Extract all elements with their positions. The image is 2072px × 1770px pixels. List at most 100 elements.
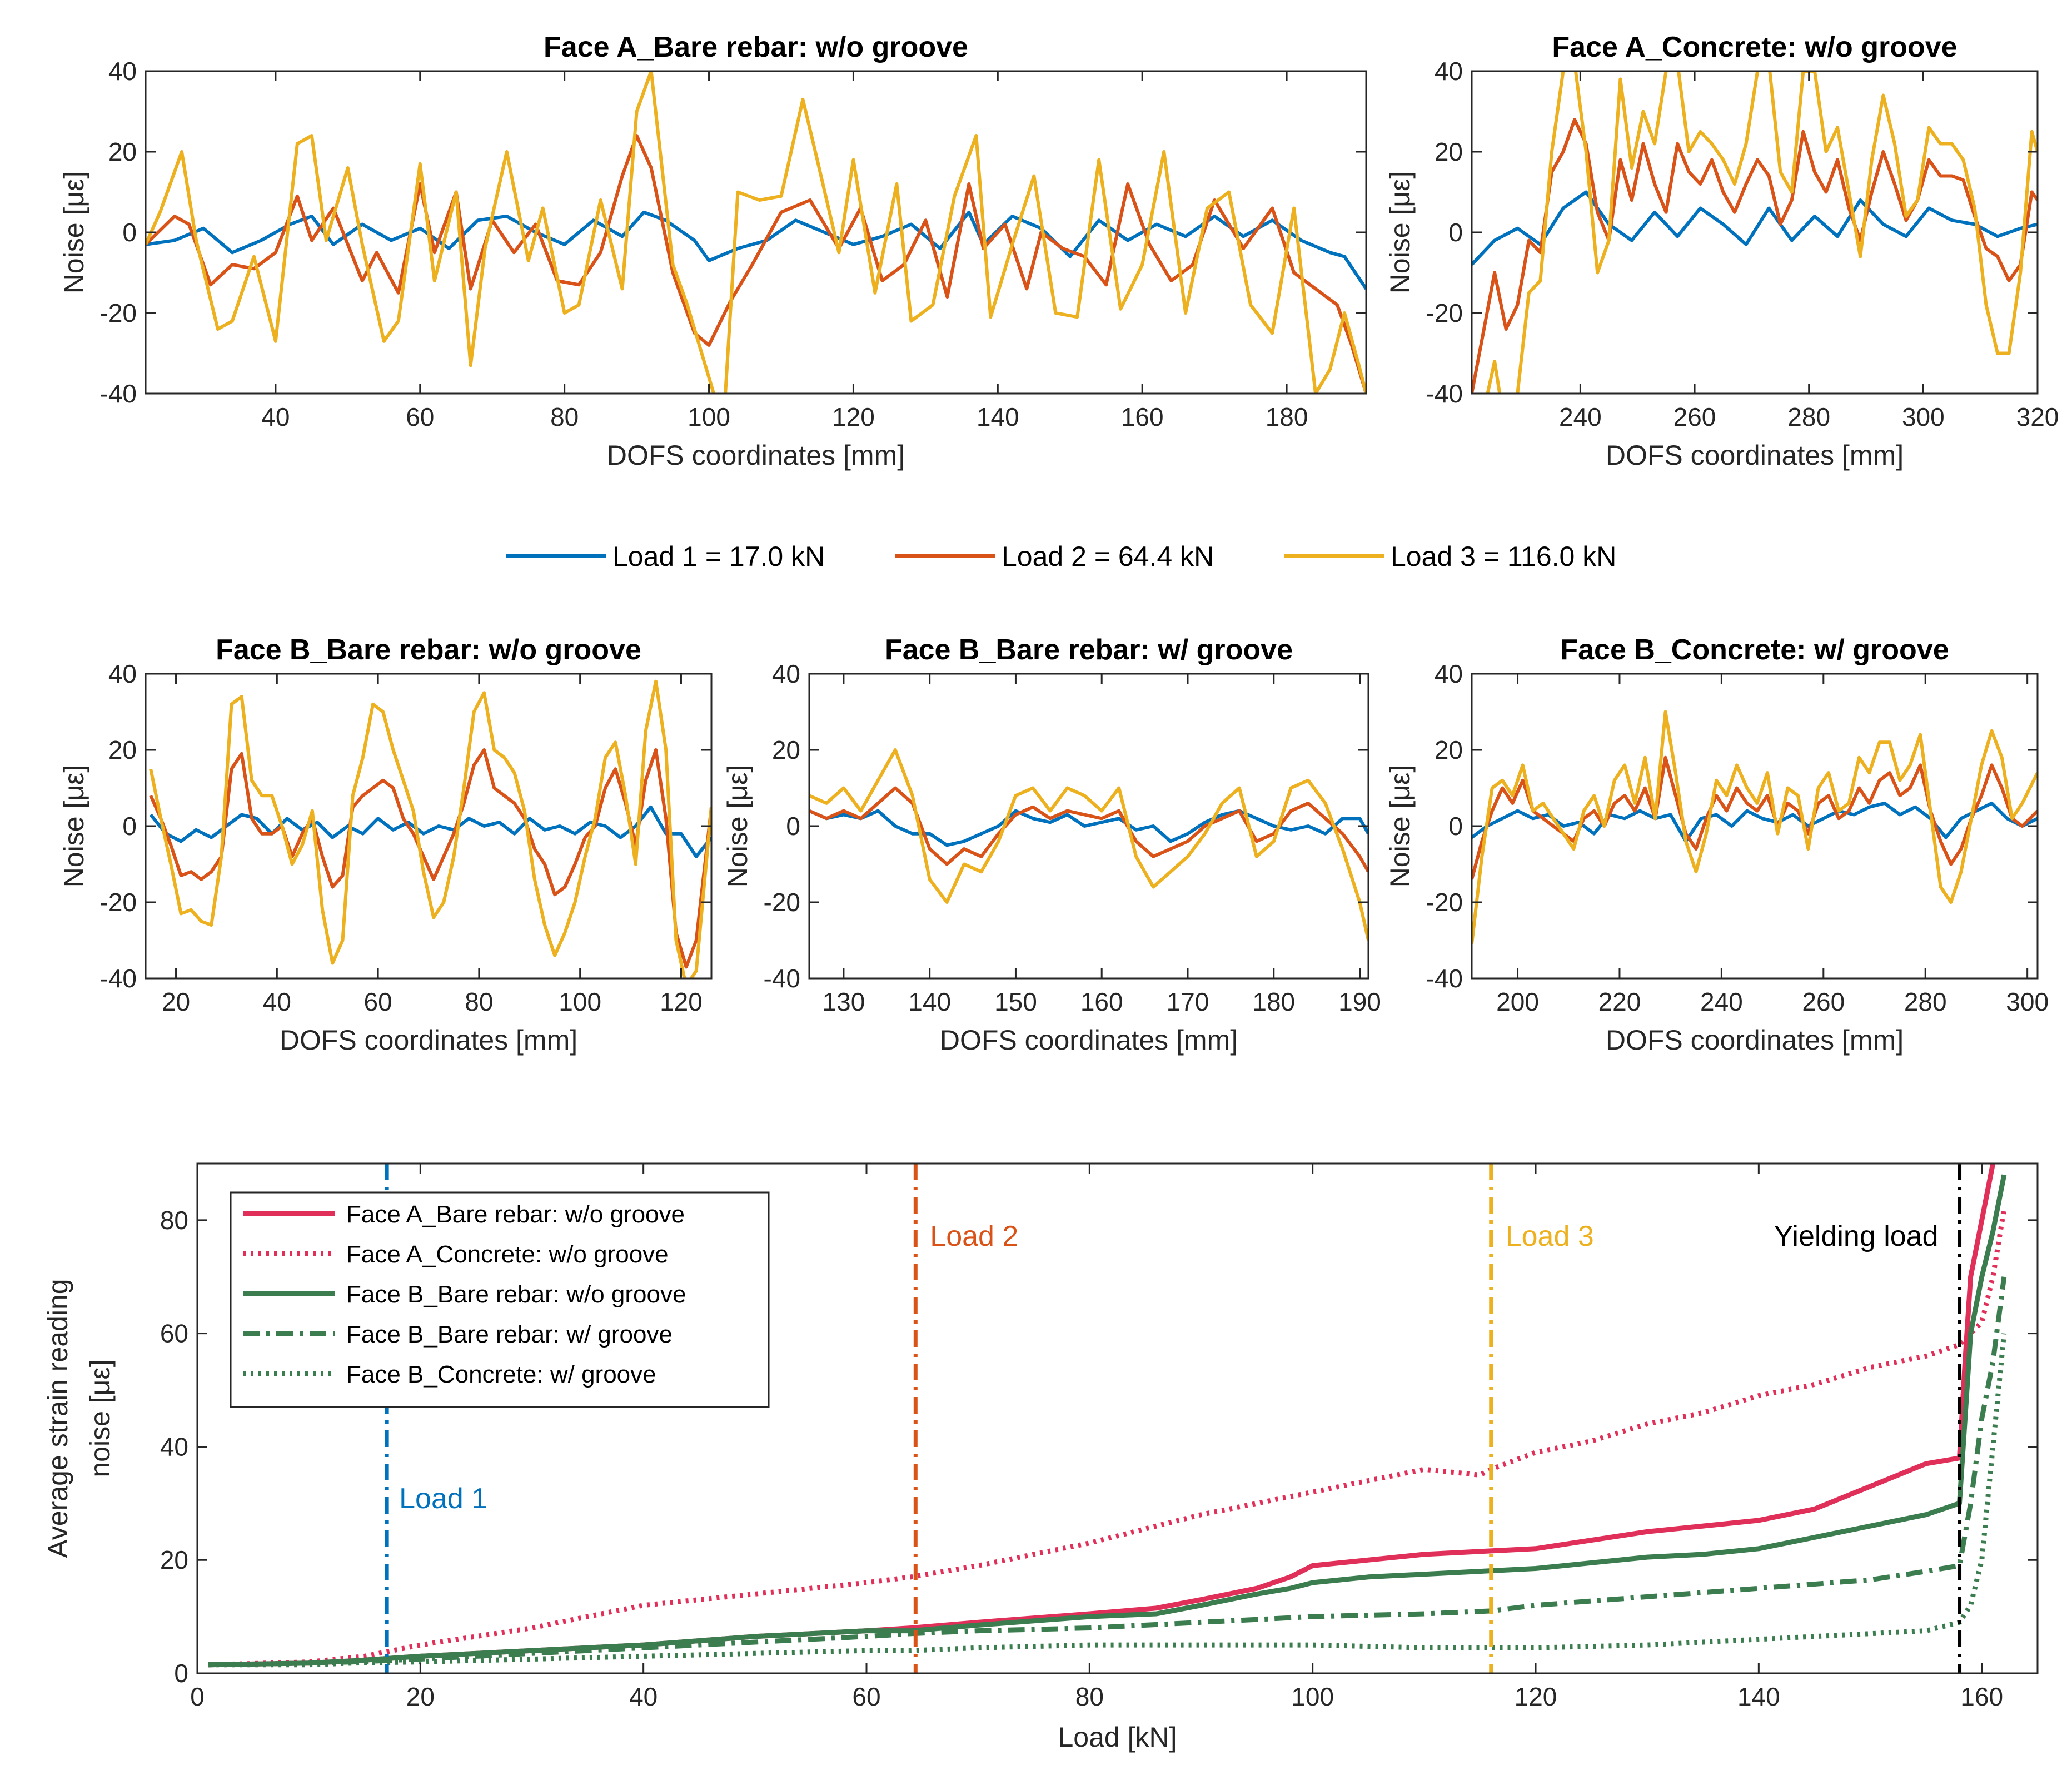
y-tick-label: 0 bbox=[786, 812, 800, 841]
y-tick-label: 40 bbox=[108, 57, 137, 86]
vline-label-4: Yielding load bbox=[1774, 1220, 1939, 1252]
y-tick-label: 60 bbox=[160, 1319, 188, 1348]
y-axis-label-line1: Average strain reading bbox=[42, 1279, 73, 1558]
y-tick-label: 20 bbox=[108, 137, 137, 166]
series-line-1 bbox=[1472, 190, 2038, 266]
series-line-2 bbox=[1472, 118, 2038, 394]
x-tick-label: 40 bbox=[261, 402, 290, 431]
chart-p4: 130 140 150 160 170 180 190 -40 -20 0 20 40 Face B_B… bbox=[722, 634, 1381, 1056]
series-line-4 bbox=[208, 1276, 2007, 1668]
shared-legend-label-3: Load 3 = 116.0 kN bbox=[1391, 541, 1616, 572]
y-tick-label: 20 bbox=[160, 1545, 188, 1574]
x-axis-label: Load [kN] bbox=[1058, 1722, 1177, 1753]
series-line-3 bbox=[1472, 710, 2038, 944]
y-tick-label: 20 bbox=[772, 735, 800, 764]
vline-label-3: Load 3 bbox=[1506, 1220, 1594, 1252]
y-tick-label: 0 bbox=[122, 812, 137, 841]
series-line-3 bbox=[809, 748, 1368, 941]
series-line-2 bbox=[208, 1208, 2007, 1668]
y-tick-label: 0 bbox=[1448, 812, 1463, 841]
x-tick-label: 240 bbox=[1559, 402, 1602, 431]
series-group bbox=[146, 71, 1366, 394]
x-tick-label: 260 bbox=[1802, 987, 1845, 1016]
x-tick-label: 40 bbox=[263, 987, 291, 1016]
chart-p2: 240 260 280 300 320 -40 -20 0 20 40 Face A_Concret… bbox=[1384, 31, 2059, 471]
x-axis-label: DOFS coordinates [mm] bbox=[1606, 440, 1904, 471]
y-axis-label: Noise [με] bbox=[1384, 765, 1416, 888]
x-tick-label: 180 bbox=[1266, 402, 1308, 431]
x-axis-label: DOFS coordinates [mm] bbox=[940, 1025, 1238, 1056]
series-group bbox=[149, 679, 711, 978]
y-tick-label: -20 bbox=[100, 888, 137, 917]
y-tick-label: 80 bbox=[160, 1206, 188, 1235]
shared-legend-label-2: Load 2 = 64.4 kN bbox=[1002, 541, 1214, 572]
series-line-2 bbox=[149, 748, 711, 969]
plot-frame bbox=[196, 1162, 2039, 1674]
y-axis-label-line2: noise [με] bbox=[84, 1359, 116, 1477]
x-tick-label: 60 bbox=[406, 402, 434, 431]
x-tick-label: 180 bbox=[1252, 987, 1295, 1016]
legend-label-4: Face B_Bare rebar: w/ groove bbox=[346, 1321, 673, 1348]
chart-p3: 20 40 60 80 100 120 -40 -20 0 20 40 Face B_Bare reb… bbox=[58, 634, 713, 1056]
chart-title: Face B_Bare rebar: w/o groove bbox=[216, 634, 641, 666]
shared-legend-label-1: Load 1 = 17.0 kN bbox=[612, 541, 825, 572]
y-tick-label: -40 bbox=[100, 964, 137, 993]
y-tick-label: 20 bbox=[1435, 735, 1463, 764]
y-tick-label: -40 bbox=[764, 964, 800, 993]
x-tick-label: 160 bbox=[1960, 1682, 2003, 1711]
x-tick-label: 130 bbox=[823, 987, 865, 1016]
series-line-1 bbox=[146, 210, 1366, 290]
x-tick-label: 20 bbox=[162, 987, 190, 1016]
series-group bbox=[1472, 71, 2038, 394]
series-line-2 bbox=[809, 786, 1368, 873]
x-tick-label: 140 bbox=[1737, 1682, 1780, 1711]
x-tick-label: 150 bbox=[994, 987, 1037, 1016]
x-tick-label: 80 bbox=[550, 402, 579, 431]
y-tick-label: 0 bbox=[1448, 218, 1463, 247]
legend-box bbox=[230, 1191, 770, 1408]
x-tick-label: 300 bbox=[1902, 402, 1945, 431]
x-tick-label: 120 bbox=[832, 402, 875, 431]
series-group bbox=[809, 748, 1368, 941]
y-tick-label: -40 bbox=[1426, 964, 1463, 993]
chart-title: Face A_Concrete: w/o groove bbox=[1552, 31, 1957, 63]
vline-label-2: Load 2 bbox=[930, 1220, 1018, 1252]
x-tick-label: 260 bbox=[1673, 402, 1716, 431]
series-line-1 bbox=[1472, 801, 2038, 843]
x-tick-label: 170 bbox=[1167, 987, 1209, 1016]
y-tick-label: 20 bbox=[1435, 137, 1463, 166]
x-tick-label: 0 bbox=[190, 1682, 205, 1711]
series-line-3 bbox=[1472, 71, 2038, 394]
x-tick-label: 20 bbox=[406, 1682, 435, 1711]
x-tick-label: 80 bbox=[465, 987, 493, 1016]
x-tick-label: 100 bbox=[559, 987, 601, 1016]
y-axis-label: Noise [με] bbox=[722, 765, 753, 888]
x-tick-label: 160 bbox=[1080, 987, 1123, 1016]
y-tick-label: -20 bbox=[764, 888, 800, 917]
x-tick-label: 160 bbox=[1121, 402, 1164, 431]
x-axis-label: DOFS coordinates [mm] bbox=[280, 1025, 577, 1056]
y-tick-label: -40 bbox=[100, 379, 137, 408]
y-tick-label: -20 bbox=[1426, 299, 1463, 327]
y-tick-label: 40 bbox=[160, 1432, 188, 1461]
x-tick-label: 240 bbox=[1700, 987, 1743, 1016]
x-axis-label: DOFS coordinates [mm] bbox=[607, 440, 905, 471]
y-tick-label: 0 bbox=[174, 1659, 188, 1688]
legend-label-2: Face A_Concrete: w/o groove bbox=[346, 1241, 669, 1268]
legend-label-5: Face B_Concrete: w/ groove bbox=[346, 1361, 656, 1388]
x-tick-label: 200 bbox=[1496, 987, 1539, 1016]
x-tick-label: 120 bbox=[660, 987, 703, 1016]
x-tick-label: 140 bbox=[977, 402, 1019, 431]
chart-title: Face A_Bare rebar: w/o groove bbox=[544, 31, 968, 63]
series-line-2 bbox=[146, 134, 1366, 394]
x-tick-label: 140 bbox=[908, 987, 951, 1016]
y-tick-label: -20 bbox=[100, 299, 137, 327]
chart-title: Face B_Bare rebar: w/ groove bbox=[885, 634, 1293, 666]
y-tick-label: -40 bbox=[1426, 379, 1463, 408]
x-tick-label: 100 bbox=[1291, 1682, 1334, 1711]
x-tick-label: 280 bbox=[1787, 402, 1830, 431]
legend-label-1: Face A_Bare rebar: w/o groove bbox=[346, 1201, 685, 1228]
x-tick-label: 80 bbox=[1075, 1682, 1104, 1711]
y-tick-label: 40 bbox=[1435, 659, 1463, 688]
x-tick-label: 60 bbox=[852, 1682, 880, 1711]
